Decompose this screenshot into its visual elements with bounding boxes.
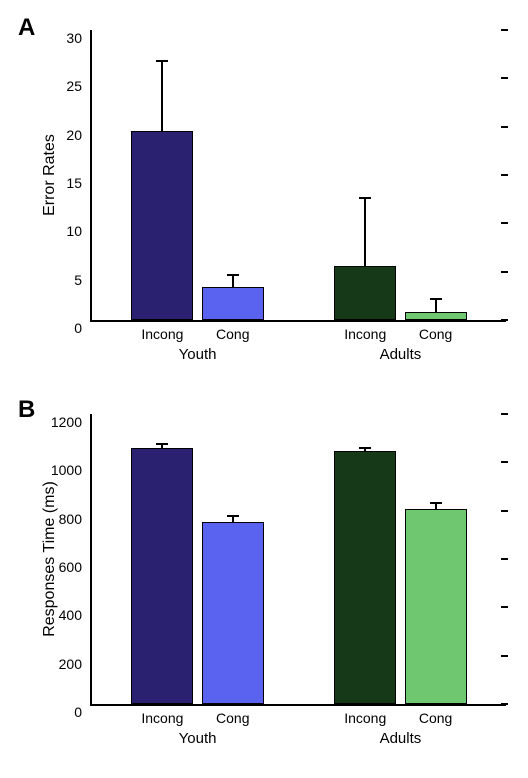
- ytick-label: 200: [59, 656, 92, 672]
- xgroup-label: Youth: [179, 320, 217, 363]
- ytick-mark: [501, 319, 508, 321]
- bar: [405, 312, 467, 320]
- error-bar: [435, 299, 437, 313]
- xtick-label: Cong: [216, 704, 249, 726]
- xtick-label: Incong: [141, 704, 183, 726]
- xgroup-label: Adults: [380, 320, 422, 363]
- ytick-label: 0: [74, 320, 92, 336]
- xgroup-label: Youth: [179, 704, 217, 747]
- ytick-label: 600: [59, 559, 92, 575]
- panel-b-ylabel: Responses Time (ms): [41, 469, 59, 649]
- ytick-label: 5: [74, 272, 92, 288]
- ytick-mark: [501, 558, 508, 560]
- ytick-mark: [501, 77, 508, 79]
- ytick-mark: [501, 174, 508, 176]
- panel-b-chart: Responses Time (ms) 02004006008001000120…: [90, 414, 504, 704]
- bar: [202, 522, 264, 704]
- error-cap: [359, 197, 371, 199]
- ytick-mark: [501, 510, 508, 512]
- ytick-label: 400: [59, 607, 92, 623]
- panel-a-chart: Error Rates 051015202530IncongCongYouthI…: [90, 30, 504, 320]
- panel-b-plot: 020040060080010001200IncongCongYouthInco…: [90, 414, 506, 706]
- figure: A Error Rates 051015202530IncongCongYout…: [0, 0, 528, 778]
- ytick-mark: [501, 413, 508, 415]
- ytick-label: 1000: [51, 462, 92, 478]
- error-cap: [227, 274, 239, 276]
- error-bar: [161, 61, 163, 131]
- ytick-label: 10: [66, 223, 92, 239]
- ytick-mark: [501, 222, 508, 224]
- ytick-mark: [501, 126, 508, 128]
- xtick-label: Cong: [419, 704, 452, 726]
- error-cap: [156, 60, 168, 62]
- xtick-label: Cong: [216, 320, 249, 342]
- xgroup-label: Adults: [380, 704, 422, 747]
- error-cap: [359, 447, 371, 449]
- xtick-label: Incong: [141, 320, 183, 342]
- bar: [202, 287, 264, 320]
- error-cap: [430, 298, 442, 300]
- ytick-label: 20: [66, 127, 92, 143]
- panel-a-ylabel: Error Rates: [41, 105, 59, 245]
- bar: [405, 509, 467, 704]
- panel-a-label: A: [18, 14, 35, 42]
- panel-b-label: B: [18, 396, 35, 424]
- error-cap: [227, 515, 239, 517]
- ytick-label: 15: [66, 175, 92, 191]
- error-bar: [232, 275, 234, 288]
- panel-a-plot: 051015202530IncongCongYouthIncongCongAdu…: [90, 30, 506, 322]
- xtick-label: Cong: [419, 320, 452, 342]
- ytick-label: 800: [59, 511, 92, 527]
- ytick-mark: [501, 606, 508, 608]
- ytick-mark: [501, 271, 508, 273]
- bar: [334, 451, 396, 704]
- ytick-mark: [501, 29, 508, 31]
- error-cap: [430, 502, 442, 504]
- bar: [131, 448, 193, 704]
- ytick-mark: [501, 655, 508, 657]
- ytick-label: 30: [66, 30, 92, 46]
- error-bar: [364, 198, 366, 266]
- ytick-label: 1200: [51, 414, 92, 430]
- bar: [131, 131, 193, 320]
- ytick-mark: [501, 461, 508, 463]
- ytick-label: 0: [74, 704, 92, 720]
- ytick-mark: [501, 703, 508, 705]
- ytick-label: 25: [66, 78, 92, 94]
- error-cap: [156, 443, 168, 445]
- bar: [334, 266, 396, 320]
